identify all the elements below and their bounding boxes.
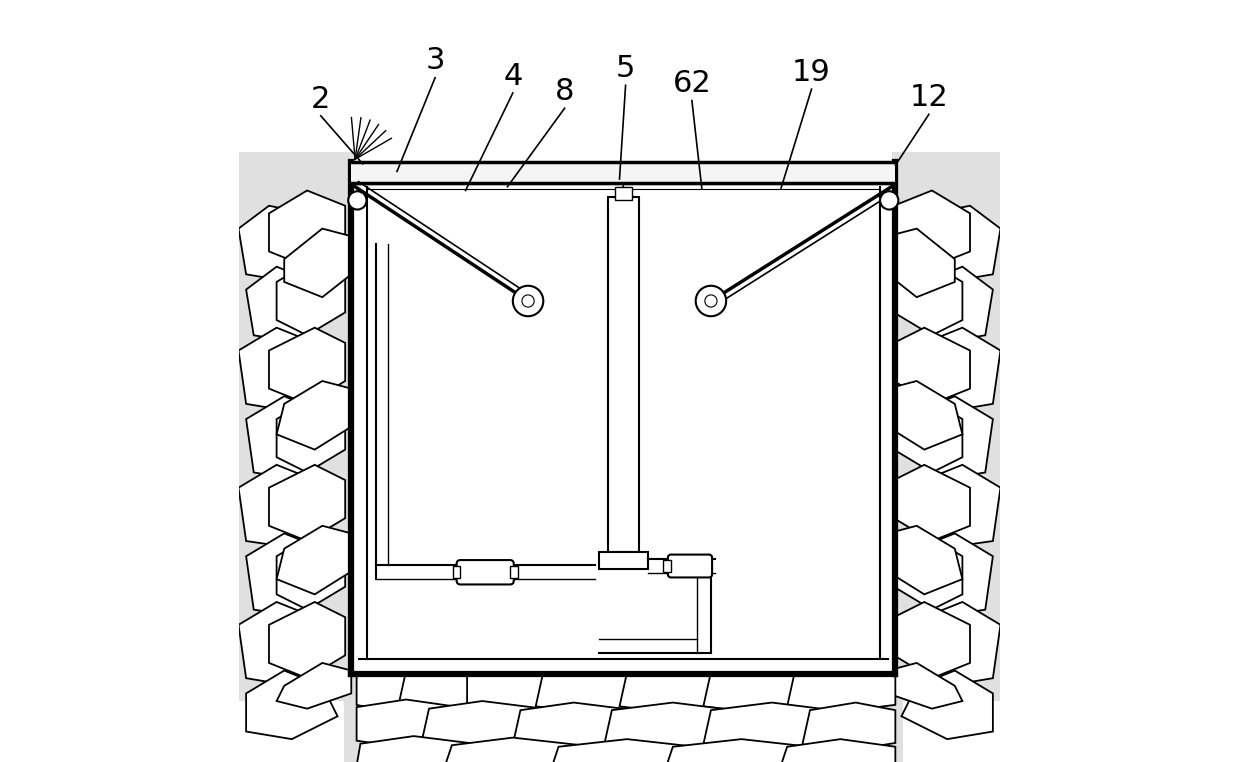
Polygon shape xyxy=(551,739,696,762)
Polygon shape xyxy=(704,703,833,751)
Text: 12: 12 xyxy=(909,83,948,112)
Polygon shape xyxy=(902,533,992,617)
Circle shape xyxy=(513,286,543,316)
Bar xyxy=(452,566,461,578)
Circle shape xyxy=(880,191,898,210)
Polygon shape xyxy=(535,664,650,712)
Polygon shape xyxy=(238,602,330,686)
Polygon shape xyxy=(247,396,337,480)
Polygon shape xyxy=(893,396,963,472)
Polygon shape xyxy=(269,602,346,678)
Polygon shape xyxy=(917,206,1001,282)
Text: 3: 3 xyxy=(425,46,445,75)
Polygon shape xyxy=(445,738,581,762)
Polygon shape xyxy=(276,663,352,709)
Bar xyxy=(353,660,893,673)
Polygon shape xyxy=(399,663,498,710)
Circle shape xyxy=(705,295,717,307)
Bar xyxy=(343,659,903,762)
Polygon shape xyxy=(513,703,634,751)
FancyBboxPatch shape xyxy=(457,560,514,584)
Polygon shape xyxy=(247,267,330,343)
Polygon shape xyxy=(887,229,955,297)
Polygon shape xyxy=(893,602,970,678)
Polygon shape xyxy=(247,533,337,617)
Polygon shape xyxy=(421,701,543,749)
Polygon shape xyxy=(269,190,346,267)
Polygon shape xyxy=(357,667,436,712)
Polygon shape xyxy=(902,671,992,739)
Text: 62: 62 xyxy=(673,69,711,98)
Polygon shape xyxy=(269,465,346,541)
Polygon shape xyxy=(238,206,322,282)
Polygon shape xyxy=(276,533,346,610)
Polygon shape xyxy=(803,703,896,751)
Bar xyxy=(510,566,518,578)
Circle shape xyxy=(696,286,726,316)
FancyBboxPatch shape xyxy=(668,555,712,578)
Polygon shape xyxy=(909,267,992,343)
Polygon shape xyxy=(357,700,460,747)
Polygon shape xyxy=(665,739,810,762)
Bar xyxy=(238,152,356,701)
Polygon shape xyxy=(704,664,818,712)
Polygon shape xyxy=(276,396,346,472)
Polygon shape xyxy=(909,602,1001,686)
Polygon shape xyxy=(909,328,1001,411)
Polygon shape xyxy=(902,465,1001,549)
Polygon shape xyxy=(269,328,346,404)
Polygon shape xyxy=(887,663,963,709)
Polygon shape xyxy=(467,664,566,712)
Polygon shape xyxy=(284,229,352,297)
Text: 19: 19 xyxy=(792,58,831,87)
Circle shape xyxy=(522,295,534,307)
Polygon shape xyxy=(887,526,963,594)
Text: 2: 2 xyxy=(311,85,331,114)
Polygon shape xyxy=(238,328,330,411)
Text: 8: 8 xyxy=(555,77,575,106)
Polygon shape xyxy=(247,671,337,739)
Polygon shape xyxy=(893,190,970,267)
Circle shape xyxy=(348,191,367,210)
Text: 4: 4 xyxy=(503,62,523,91)
Bar xyxy=(352,162,896,183)
Polygon shape xyxy=(238,465,337,549)
Polygon shape xyxy=(893,533,963,610)
Polygon shape xyxy=(887,381,963,450)
Polygon shape xyxy=(902,396,992,480)
Bar xyxy=(608,197,638,552)
Polygon shape xyxy=(357,736,475,762)
Polygon shape xyxy=(276,259,346,335)
Polygon shape xyxy=(779,739,896,762)
Polygon shape xyxy=(605,703,733,751)
Bar xyxy=(663,560,672,572)
Polygon shape xyxy=(893,259,963,335)
Polygon shape xyxy=(620,664,733,712)
Polygon shape xyxy=(276,381,352,450)
Bar xyxy=(615,187,632,200)
Polygon shape xyxy=(893,328,970,404)
Bar xyxy=(892,152,1001,701)
Bar xyxy=(882,183,896,674)
Bar xyxy=(352,183,896,674)
Polygon shape xyxy=(276,526,352,594)
Text: 5: 5 xyxy=(616,54,636,83)
Bar xyxy=(353,183,366,674)
Bar xyxy=(598,552,648,569)
Polygon shape xyxy=(787,664,896,712)
Polygon shape xyxy=(893,465,970,541)
